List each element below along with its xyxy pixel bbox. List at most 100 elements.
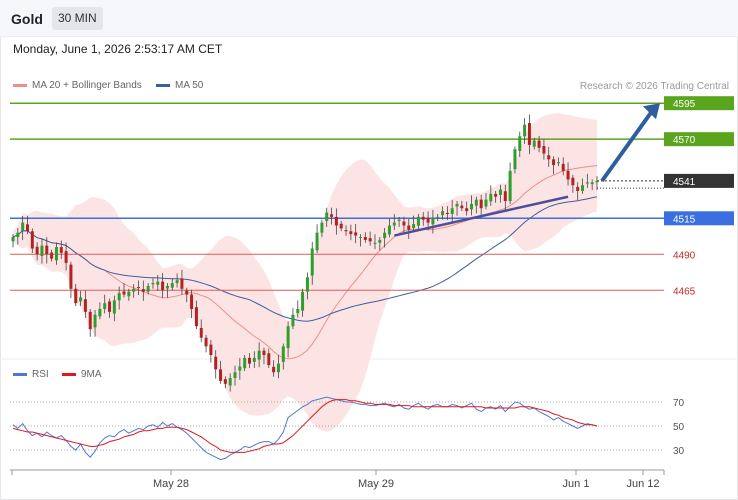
- resistance-tag-4570: [664, 132, 734, 147]
- candle-body: [45, 245, 49, 255]
- candle-body: [339, 223, 343, 229]
- candle-body: [69, 264, 73, 289]
- candle-body: [185, 290, 189, 295]
- candle-body: [204, 337, 208, 347]
- candle-body: [397, 219, 401, 221]
- resistance-label-4595: 4595: [673, 99, 696, 110]
- candle-body: [416, 216, 420, 226]
- rsi-ma9-line: [12, 399, 598, 453]
- timeframe-badge[interactable]: 30 MIN: [52, 7, 103, 30]
- candle-body: [305, 277, 309, 292]
- candle-body: [272, 366, 276, 373]
- candle-body: [373, 242, 377, 244]
- candle-body: [267, 353, 271, 366]
- candle-body: [349, 231, 353, 235]
- pivot-label-4515: 4515: [673, 214, 696, 225]
- candle-body: [465, 208, 469, 212]
- legend-9ma-label: 9MA: [81, 369, 102, 380]
- x-tick-label: May 28: [153, 478, 189, 490]
- ma20-line: [12, 165, 598, 360]
- candle-body: [136, 287, 140, 289]
- candle-body: [484, 199, 488, 207]
- last-price-tag: [664, 173, 734, 188]
- candle-body: [291, 314, 295, 327]
- candle-body: [368, 238, 372, 242]
- candle-body: [426, 218, 430, 223]
- pivot-tag-4515: [664, 211, 734, 226]
- ma50-line: [12, 196, 598, 322]
- candle-body: [103, 303, 107, 309]
- candle-body: [16, 232, 20, 238]
- candle-body: [552, 159, 556, 166]
- candle-body: [561, 163, 565, 171]
- candle-body: [460, 205, 464, 209]
- candle-body: [436, 216, 440, 219]
- candle-body: [219, 369, 223, 381]
- candle-body: [209, 344, 213, 355]
- legend-ma50: MA 50: [156, 80, 203, 91]
- candle-body: [407, 225, 411, 230]
- candle-body: [523, 124, 527, 137]
- copyright: Research © 2026 Trading Central: [579, 81, 729, 92]
- candle-body: [354, 232, 358, 236]
- candle-body: [257, 350, 261, 360]
- candle-body: [441, 211, 445, 216]
- candle-body: [64, 251, 68, 263]
- candle-body: [156, 281, 160, 285]
- candle-body: [344, 230, 348, 232]
- bollinger-band-area: [13, 113, 597, 432]
- candle-body: [581, 185, 585, 191]
- candle-body: [74, 288, 78, 304]
- candle-body: [21, 222, 25, 231]
- candle-body: [450, 208, 454, 214]
- candle-body: [315, 232, 319, 251]
- support-label-4490: 4490: [673, 250, 696, 261]
- candle-body: [98, 308, 102, 317]
- legend-ma50-label: MA 50: [175, 80, 204, 91]
- x-tick-label: May 29: [358, 478, 394, 490]
- candle-body: [556, 162, 560, 164]
- candle-body: [262, 350, 266, 355]
- candle-body: [547, 155, 551, 160]
- candle-body: [537, 140, 541, 148]
- candle-body: [25, 224, 29, 232]
- candle-body: [402, 221, 406, 226]
- candle-body: [228, 378, 232, 386]
- candle-body: [50, 252, 54, 259]
- candle-body: [247, 357, 251, 364]
- candle-body: [54, 247, 58, 261]
- ma50-swatch: [156, 83, 170, 87]
- support-label-4465: 4465: [673, 286, 696, 297]
- candle-body: [412, 224, 416, 229]
- candle-body: [112, 300, 116, 314]
- candle-body: [190, 294, 194, 309]
- candle-body: [59, 247, 63, 253]
- candle-body: [238, 366, 242, 371]
- candle-body: [83, 299, 87, 312]
- candle-body: [445, 212, 449, 214]
- candle-body: [180, 278, 184, 289]
- candle-body: [363, 237, 367, 240]
- candle-body: [571, 177, 575, 186]
- candle-body: [146, 285, 150, 292]
- candle-body: [498, 189, 502, 195]
- candle-body: [494, 193, 498, 197]
- candle-body: [175, 280, 179, 284]
- rsi-swatch: [13, 372, 27, 376]
- candle-body: [127, 291, 131, 297]
- candle-body: [199, 327, 203, 338]
- candle-body: [122, 291, 126, 295]
- rsi-tick-50: 50: [673, 422, 685, 433]
- candle-body: [233, 372, 237, 379]
- rsi-line: [12, 396, 598, 461]
- candle-body: [11, 237, 15, 242]
- candle-body: [532, 140, 536, 147]
- x-tick-label: Jun 1: [563, 478, 590, 490]
- candle-body: [252, 357, 256, 362]
- legend-ma20: MA 20 + Bollinger Bands: [13, 80, 142, 91]
- legend-rsi-label: RSI: [32, 369, 49, 380]
- candle-body: [378, 239, 382, 243]
- candle-body: [151, 283, 155, 285]
- candle-body: [117, 293, 121, 301]
